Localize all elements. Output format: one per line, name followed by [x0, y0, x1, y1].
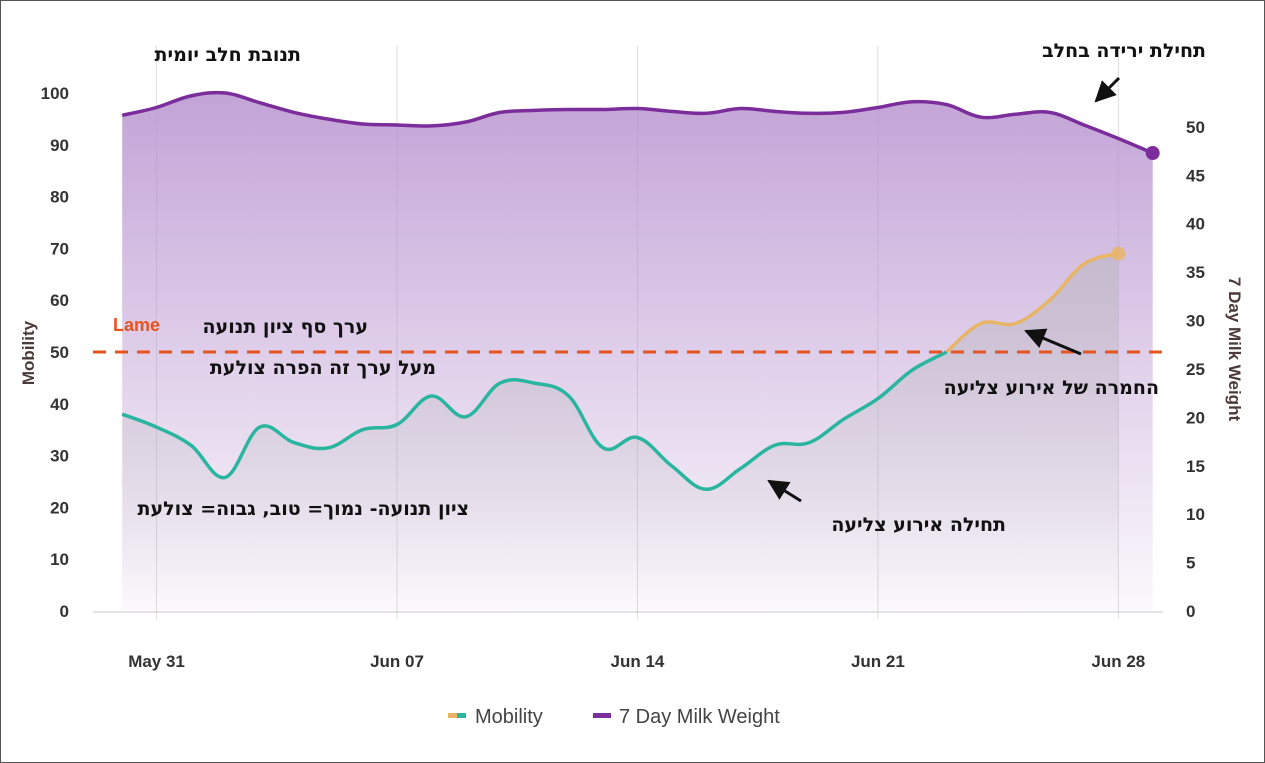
- y-left-tick-1: 10: [50, 550, 69, 569]
- lame-threshold-label: Lame: [113, 315, 160, 335]
- mobility-line-lame: [945, 251, 1119, 354]
- y-left-tick-0: 0: [60, 602, 69, 621]
- x-tick-3: Jun 21: [851, 652, 905, 671]
- mobility-area-fill: [122, 253, 1119, 611]
- legend-label-mobility: Mobility: [475, 706, 543, 728]
- y-right-tick-0: 0: [1186, 602, 1195, 621]
- y-right-tick-3: 15: [1186, 457, 1205, 476]
- annotation-lame-start: תחילה אירוע צליעה: [831, 514, 1006, 536]
- y-right-tick-8: 40: [1186, 215, 1205, 234]
- milk-endpoint-marker: [1145, 146, 1160, 161]
- y-left-tick-6: 60: [50, 291, 69, 310]
- y-right-tick-10: 50: [1186, 118, 1205, 137]
- milk-series-line: [121, 90, 1154, 155]
- mobility-line-normal: [121, 350, 948, 492]
- legend-item-milk[interactable]: 7 Day Milk Weight: [593, 706, 780, 728]
- y-left-tick-4: 40: [50, 395, 69, 414]
- legend-item-mobility[interactable]: Mobility: [448, 706, 543, 728]
- annotation-milk-drop: תחילת ירידה בחלב: [1042, 40, 1206, 62]
- y-right-tick-9: 45: [1186, 166, 1205, 185]
- area-fills: [122, 92, 1153, 611]
- arrow-milk-drop: [1094, 76, 1121, 103]
- y-left-tick-8: 80: [50, 188, 69, 207]
- arrow-lame-worse: [1024, 328, 1082, 356]
- annotation-milk-title: תנובת חלב יומית: [155, 44, 301, 66]
- y-left-axis-title: Mobility: [19, 320, 38, 385]
- y-right-tick-6: 30: [1186, 312, 1205, 331]
- legend-swatch-mobility-2: [457, 713, 466, 718]
- series-lines: [121, 90, 1160, 492]
- y-left-tick-10: 100: [41, 84, 69, 103]
- annotation-lame-line2: מעל ערך זה הפרה צולעת: [210, 357, 436, 379]
- annotation-arrows: [767, 76, 1121, 503]
- x-tick-2: Jun 14: [611, 652, 665, 671]
- y-left-tick-9: 90: [50, 136, 69, 155]
- legend-swatch-mobility: [448, 713, 457, 718]
- legend: Mobility 7 Day Milk Weight: [448, 706, 780, 728]
- annotation-lame-line1: ערך סף ציון תנועה: [202, 316, 368, 338]
- annotation-mobility-info: ציון תנועה- נמוך= טוב, גבוה= צולעת: [138, 498, 469, 520]
- x-tick-1: Jun 07: [370, 652, 424, 671]
- y-right-tick-7: 35: [1186, 263, 1205, 282]
- legend-swatch-milk: [593, 713, 611, 718]
- y-left-tick-5: 50: [50, 343, 69, 362]
- y-left-tick-3: 30: [50, 447, 69, 466]
- y-right-tick-4: 20: [1186, 408, 1205, 427]
- x-tick-4: Jun 28: [1091, 652, 1145, 671]
- arrow-lame-start: [767, 479, 802, 503]
- legend-label-milk: 7 Day Milk Weight: [619, 706, 780, 728]
- x-tick-0: May 31: [128, 652, 185, 671]
- y-right-tick-2: 10: [1186, 505, 1205, 524]
- annotation-lame-worse: החמרה של אירוע צליעה: [944, 377, 1159, 399]
- y-right-axis-title: 7 Day Milk Weight: [1225, 277, 1244, 422]
- y-left-tick-7: 70: [50, 239, 69, 258]
- y-right-tick-5: 25: [1186, 360, 1205, 379]
- y-right-tick-1: 5: [1186, 554, 1195, 573]
- axis-ticks: 0 10 20 30 40 50 60 70 80 90 100 0 5 10 15 20 25 30 35 40 45…: [41, 84, 1205, 671]
- mobility-endpoint-marker: [1111, 246, 1126, 261]
- annotations: תנובת חלב יומית תחילת ירידה בחלב ערך סף …: [138, 40, 1206, 536]
- y-left-tick-2: 20: [50, 498, 69, 517]
